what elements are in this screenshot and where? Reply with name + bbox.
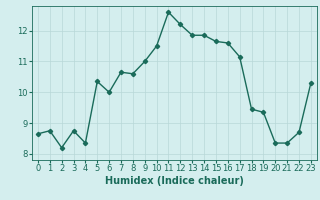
X-axis label: Humidex (Indice chaleur): Humidex (Indice chaleur) [105,176,244,186]
